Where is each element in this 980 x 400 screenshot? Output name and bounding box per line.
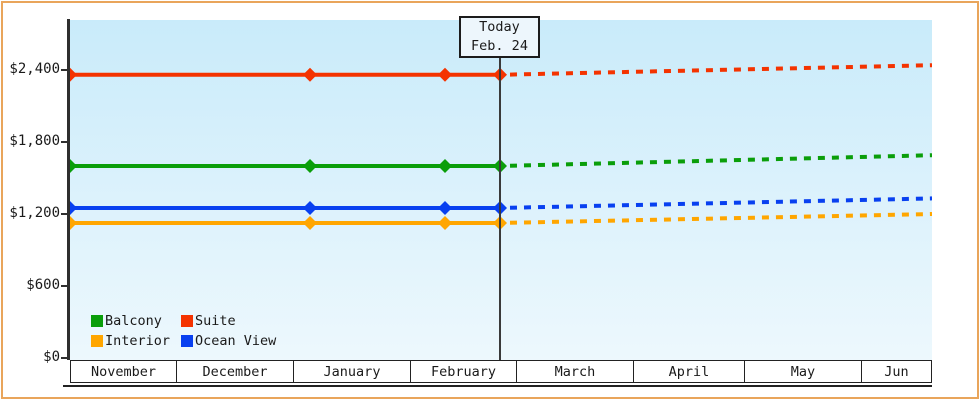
y-tick-mark-1200 <box>61 213 68 215</box>
legend: Balcony Suite Interior Ocean View <box>91 311 276 351</box>
today-label: Today <box>479 19 520 35</box>
today-annotation-box: Today Feb. 24 <box>459 16 540 58</box>
legend-item-interior: Interior <box>91 333 181 349</box>
legend-swatch-icon <box>181 335 193 347</box>
y-tick-mark-600 <box>61 285 68 287</box>
month-cell-january: January <box>294 361 411 382</box>
y-tick-label-2400: $2,400 <box>9 61 60 77</box>
data-point-marker-ocean-view <box>70 201 77 215</box>
forecast-line-suite <box>499 63 932 77</box>
month-cell-jun: Jun <box>884 363 909 380</box>
legend-swatch-icon <box>91 315 103 327</box>
month-cell-april: April <box>634 361 745 382</box>
data-point-marker-suite <box>438 67 452 82</box>
data-point-marker-suite <box>303 67 317 82</box>
y-tick-mark-0 <box>61 357 68 359</box>
y-tick-label-0: $0 <box>43 349 60 365</box>
x-axis-month-row: November December January February March Apri… <box>70 360 932 383</box>
month-cell-november: November <box>71 361 177 382</box>
y-axis-line <box>67 19 70 360</box>
series-plot <box>70 63 932 230</box>
legend-swatch-icon <box>91 335 103 347</box>
y-tick-mark-2400 <box>61 69 68 71</box>
data-point-marker-ocean-view <box>438 201 452 215</box>
month-cell-february: February <box>411 361 517 382</box>
legend-item-ocean-view: Ocean View <box>181 333 276 349</box>
data-point-marker-interior <box>70 216 77 230</box>
forecast-line-ocean-view <box>499 196 932 210</box>
data-point-marker-ocean-view <box>303 201 317 215</box>
month-cell-december: December <box>177 361 294 382</box>
data-point-marker-balcony <box>303 159 317 173</box>
data-point-marker-interior <box>438 216 452 230</box>
legend-label: Ocean View <box>195 333 277 349</box>
y-tick-label-1200: $1,200 <box>9 205 60 221</box>
legend-swatch-icon <box>181 315 193 327</box>
legend-label: Balcony <box>105 313 162 329</box>
month-cell-may: May <box>745 361 862 382</box>
y-tick-label-1800: $1,800 <box>9 133 60 149</box>
today-date: Feb. 24 <box>471 38 528 54</box>
y-tick-label-600: $600 <box>26 277 60 293</box>
forecast-line-balcony <box>499 153 932 168</box>
month-cell-march: March <box>517 361 634 382</box>
legend-item-suite: Suite <box>181 313 276 329</box>
data-point-marker-suite <box>70 67 77 82</box>
data-point-marker-balcony <box>438 159 452 173</box>
today-vertical-line <box>499 58 501 360</box>
legend-label: Interior <box>105 333 171 349</box>
data-point-marker-balcony <box>70 159 77 173</box>
data-point-marker-interior <box>303 216 317 230</box>
legend-item-balcony: Balcony <box>91 313 181 329</box>
legend-label: Suite <box>195 313 236 329</box>
x-axis-bottom-rule <box>63 385 932 387</box>
y-tick-mark-1800 <box>61 141 68 143</box>
forecast-line-interior <box>499 212 932 225</box>
